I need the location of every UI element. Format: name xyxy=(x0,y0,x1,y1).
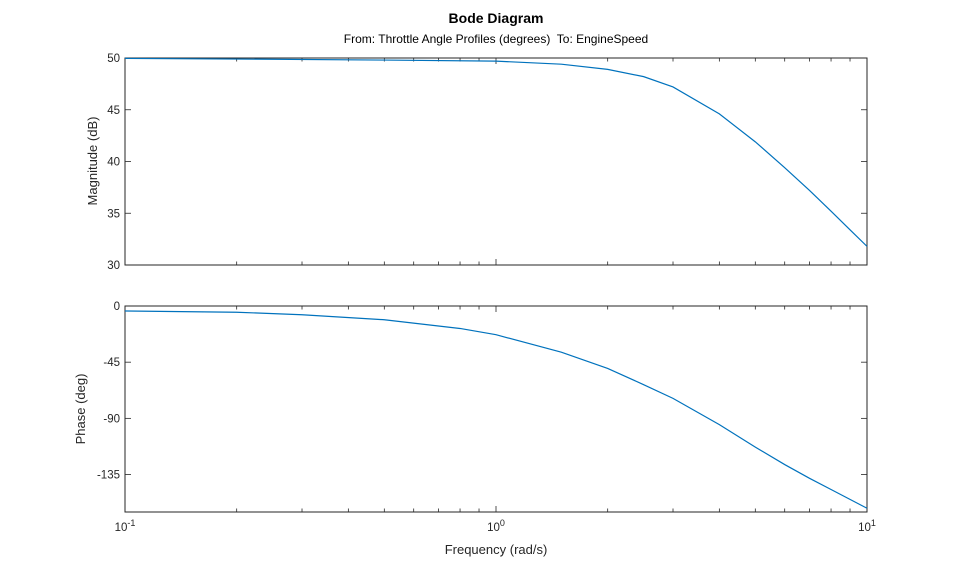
phase-y-label: Phase (deg) xyxy=(73,374,88,445)
magnitude-curve xyxy=(124,57,868,247)
magnitude-y-tick-label: 50 xyxy=(107,53,120,65)
magnitude-y-tick-label: 35 xyxy=(107,208,120,220)
x-tick-label: 10-1 xyxy=(115,518,136,534)
chart-subtitle: From: Throttle Angle Profiles (degrees) … xyxy=(344,32,648,46)
x-tick-label: 100 xyxy=(487,518,505,534)
frequency-tick-labels: 10-1 100 101 xyxy=(115,518,876,534)
phase-y-tick-label: -135 xyxy=(97,470,120,482)
phase-y-tick-label: 0 xyxy=(114,301,120,313)
magnitude-plot: 30 35 40 45 50 Magnitude (dB) xyxy=(85,53,868,272)
x-tick-label: 101 xyxy=(858,518,876,534)
magnitude-y-tick-label: 30 xyxy=(107,260,120,272)
phase-y-tick-label: -90 xyxy=(103,413,120,425)
magnitude-y-ticks: 30 35 40 45 50 xyxy=(107,53,867,272)
phase-y-tick-label: -45 xyxy=(103,357,120,369)
magnitude-axes-box xyxy=(124,57,868,266)
phase-x-ticks xyxy=(236,306,851,512)
magnitude-y-tick-label: 45 xyxy=(107,105,120,117)
phase-curve xyxy=(124,310,868,509)
phase-plot: 0 -45 -90 -135 Phase (deg) xyxy=(73,301,868,513)
chart-title: Bode Diagram xyxy=(449,10,544,26)
magnitude-y-label: Magnitude (dB) xyxy=(85,117,100,206)
phase-y-ticks: 0 -45 -90 -135 xyxy=(97,301,867,482)
magnitude-y-tick-label: 40 xyxy=(107,157,120,169)
phase-axes-box xyxy=(124,305,868,513)
x-axis-label: Frequency (rad/s) xyxy=(445,542,548,557)
